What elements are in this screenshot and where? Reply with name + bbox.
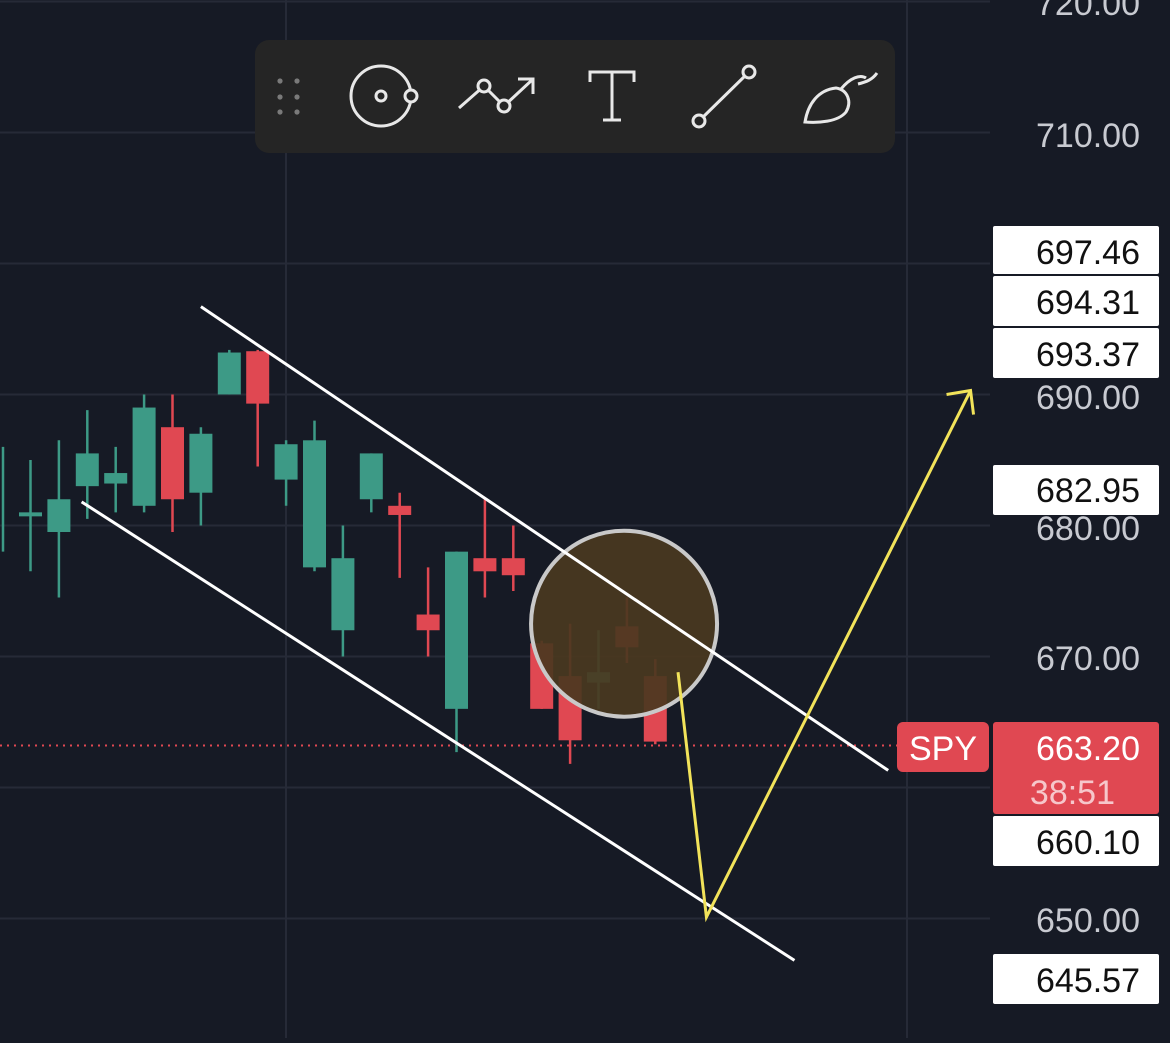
candle	[19, 459, 42, 572]
candle	[473, 499, 497, 598]
candle-body	[47, 499, 71, 532]
svg-text:697.46: 697.46	[1036, 234, 1140, 272]
y-tick-label: 710.00	[1036, 117, 1140, 155]
candle	[161, 394, 184, 532]
candle-body	[445, 551, 468, 709]
candle	[501, 525, 525, 591]
price-labels: 697.46 694.31 693.37 682.95 660.10 645.5…	[993, 226, 1159, 1004]
projection-path	[676, 389, 972, 923]
candle	[132, 394, 156, 513]
candle	[104, 446, 128, 513]
symbol-label: SPY	[909, 730, 977, 768]
y-tick-label: 680.00	[1036, 510, 1140, 548]
candle	[217, 349, 241, 395]
candle-body	[501, 558, 525, 576]
price-label: 693.37	[993, 328, 1159, 378]
svg-text:693.37: 693.37	[1036, 336, 1140, 374]
last-price-value: 663.20	[1036, 730, 1140, 768]
grid-lines	[0, 0, 990, 1038]
candle	[331, 525, 355, 657]
symbol-tag[interactable]: SPY	[897, 722, 989, 772]
candle-body	[246, 351, 270, 404]
candle-body	[388, 505, 412, 515]
highlight-circle	[529, 528, 720, 719]
price-label: 645.57	[993, 954, 1159, 1004]
candle-body	[104, 473, 128, 484]
candle	[246, 349, 270, 467]
svg-text:660.10: 660.10	[1036, 824, 1140, 862]
candle	[359, 453, 383, 513]
candle-body	[19, 512, 42, 517]
channel-upper-line	[200, 305, 890, 772]
candle	[303, 420, 326, 572]
price-label: 694.31	[993, 276, 1159, 326]
price-label: 660.10	[993, 816, 1159, 866]
candle-body	[359, 453, 383, 500]
y-axis: 720.00 710.00 690.00 680.00 670.00 650.0…	[1036, 0, 1140, 940]
candle-body	[189, 433, 213, 493]
projection-arrowhead	[946, 388, 976, 415]
candle	[416, 567, 440, 657]
svg-text:645.57: 645.57	[1036, 962, 1140, 1000]
channel-lower-line	[80, 500, 796, 962]
candle-body	[331, 558, 355, 631]
drawings	[80, 305, 976, 962]
svg-text:682.95: 682.95	[1036, 472, 1140, 510]
y-tick-label: 690.00	[1036, 379, 1140, 417]
y-tick-label: 670.00	[1036, 640, 1140, 678]
candle	[388, 492, 412, 578]
svg-text:694.31: 694.31	[1036, 284, 1140, 322]
price-label: 682.95	[993, 465, 1159, 515]
y-tick-label: 650.00	[1036, 902, 1140, 940]
candle	[445, 551, 468, 753]
candle-body	[75, 453, 99, 487]
candle-body	[132, 407, 156, 506]
bar-countdown: 38:51	[1030, 774, 1115, 812]
candle-body	[217, 352, 241, 395]
y-tick-label: 720.00	[1036, 0, 1140, 23]
candle-body	[274, 444, 298, 480]
candle-body	[303, 440, 326, 568]
last-price-label: 663.20 38:51	[993, 722, 1159, 814]
price-label: 697.46	[993, 226, 1159, 274]
candle-body	[161, 427, 184, 500]
candles	[1, 349, 667, 764]
candle	[274, 440, 298, 506]
candle	[75, 410, 99, 519]
candle-body	[473, 558, 497, 572]
candle	[47, 440, 71, 598]
candle-body	[416, 614, 440, 631]
candle	[189, 427, 213, 526]
